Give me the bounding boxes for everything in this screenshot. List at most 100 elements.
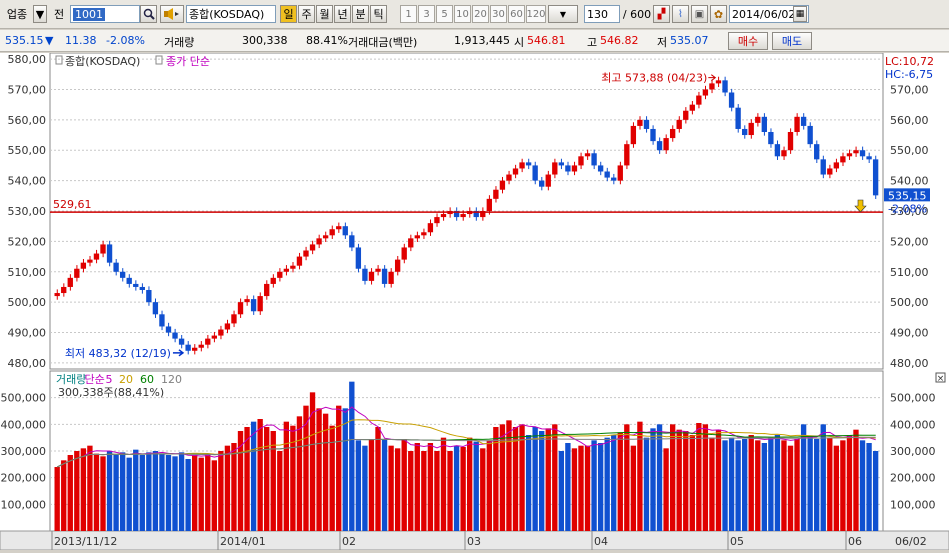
- period-4-button[interactable]: 분: [352, 5, 369, 23]
- candle: [722, 80, 728, 93]
- chart-area[interactable]: 580,00 570,00 570,00 560,00 560,00 550,00 550,…: [0, 52, 949, 551]
- volume-bar: [290, 425, 296, 531]
- price-ytick: 520,00: [8, 235, 47, 248]
- code-input[interactable]: 1001: [70, 5, 140, 23]
- candle: [133, 283, 139, 287]
- gear-icon[interactable]: ✿: [710, 5, 727, 23]
- calendar-icon[interactable]: ▦: [793, 6, 807, 22]
- volume-bar: [192, 455, 198, 531]
- index-name-field[interactable]: 종합(KOSDAQ): [186, 5, 276, 23]
- open-value: 546.81: [527, 34, 566, 47]
- volume-bar: [211, 460, 217, 531]
- volume-ytick: 400,000: [1, 418, 47, 431]
- minute-10-button[interactable]: 10: [454, 5, 471, 23]
- chevron-down-icon[interactable]: ▼: [33, 5, 47, 23]
- volume-bar: [558, 451, 565, 531]
- minute-60-button[interactable]: 60: [508, 5, 525, 23]
- period-1-button[interactable]: 주: [298, 5, 315, 23]
- candle: [866, 156, 872, 160]
- minute-3-button[interactable]: 3: [418, 5, 435, 23]
- sell-button[interactable]: 매도: [772, 32, 812, 50]
- prev-label[interactable]: 전: [53, 8, 65, 21]
- candle: [683, 110, 689, 120]
- period-5-button[interactable]: 틱: [370, 5, 387, 23]
- volume-bar: [781, 440, 787, 531]
- chart-svg[interactable]: 580,00 570,00 570,00 560,00 560,00 550,00 550,…: [0, 52, 949, 551]
- minute-30-button[interactable]: 30: [490, 5, 507, 23]
- candle: [61, 286, 67, 294]
- volume-bar: [178, 452, 185, 531]
- volume-bar: [735, 440, 741, 531]
- minute-5-button[interactable]: 5: [436, 5, 453, 23]
- price-ytick-right: 540,00: [890, 175, 929, 188]
- chart-tool-icon[interactable]: ▞: [653, 5, 670, 23]
- volume-bar: [80, 448, 87, 531]
- candle: [611, 177, 617, 181]
- period-2-button[interactable]: 월: [316, 5, 333, 23]
- volume-bar: [552, 424, 558, 531]
- period-0-button[interactable]: 일: [280, 5, 297, 23]
- volume-bar: [755, 440, 761, 531]
- volume-ytick: 300,000: [1, 445, 47, 458]
- candle: [421, 232, 427, 236]
- market-label[interactable]: 업종: [6, 8, 28, 21]
- volume-bar: [787, 445, 794, 531]
- volume-value: 300,338: [242, 34, 288, 47]
- low-value: 535.07: [670, 34, 709, 47]
- save-icon[interactable]: ▣: [691, 5, 708, 23]
- period-3-button[interactable]: 년: [334, 5, 351, 23]
- volume-bar: [499, 424, 506, 531]
- volume-bar: [460, 447, 466, 531]
- candle: [159, 314, 165, 327]
- candle: [74, 268, 80, 278]
- speaker-icon[interactable]: [160, 5, 184, 23]
- minute-1-button[interactable]: 1: [400, 5, 417, 23]
- volume-bar: [355, 440, 362, 531]
- volume-label: 거래량: [164, 36, 195, 49]
- volume-ytick-right: 100,000: [890, 498, 936, 511]
- open-label: 시: [514, 36, 525, 49]
- last-price: 535,15: [888, 189, 927, 202]
- volume-bar: [329, 425, 335, 531]
- candle: [617, 165, 623, 181]
- candle: [571, 165, 578, 172]
- volume-bar: [336, 405, 342, 531]
- volume-bar: [421, 451, 427, 531]
- candle: [54, 293, 60, 297]
- candle: [735, 107, 741, 129]
- date-input[interactable]: 2014/06/02: [729, 5, 809, 23]
- candle: [322, 235, 329, 239]
- candle: [827, 168, 833, 175]
- candle: [342, 226, 348, 236]
- candle: [296, 256, 303, 266]
- candle: [676, 119, 682, 129]
- search-icon[interactable]: [140, 5, 157, 23]
- candle: [427, 223, 434, 233]
- volume-bar: [774, 435, 781, 531]
- candle: [669, 128, 676, 139]
- minute-20-button[interactable]: 20: [472, 5, 489, 23]
- chevron-down-icon: ▼: [559, 9, 567, 19]
- volume-bar: [656, 424, 663, 531]
- volume-bar: [368, 439, 375, 531]
- volume-ytick: 100,000: [1, 498, 47, 511]
- volume-bar: [198, 457, 204, 531]
- volume-bar: [205, 453, 211, 531]
- buy-button[interactable]: 매수: [728, 32, 768, 50]
- minute-120-button[interactable]: 120: [526, 5, 546, 23]
- count-input[interactable]: 130: [584, 5, 620, 23]
- chart-line-icon[interactable]: ⌇: [672, 5, 689, 23]
- volume-ytick-right: 200,000: [890, 472, 936, 485]
- volume-bar: [512, 427, 519, 531]
- volume-bar: [480, 448, 486, 531]
- minute-dropdown[interactable]: ▼: [548, 5, 578, 23]
- price-ytick: 500,00: [8, 296, 47, 309]
- high-arrow-icon: [708, 74, 717, 82]
- volume-bar: [106, 451, 113, 531]
- candle: [872, 159, 879, 196]
- change-pct: -2.08%: [106, 34, 145, 47]
- candle: [525, 162, 532, 166]
- volume-bar: [87, 445, 93, 531]
- candle: [506, 174, 512, 181]
- candle: [539, 180, 545, 187]
